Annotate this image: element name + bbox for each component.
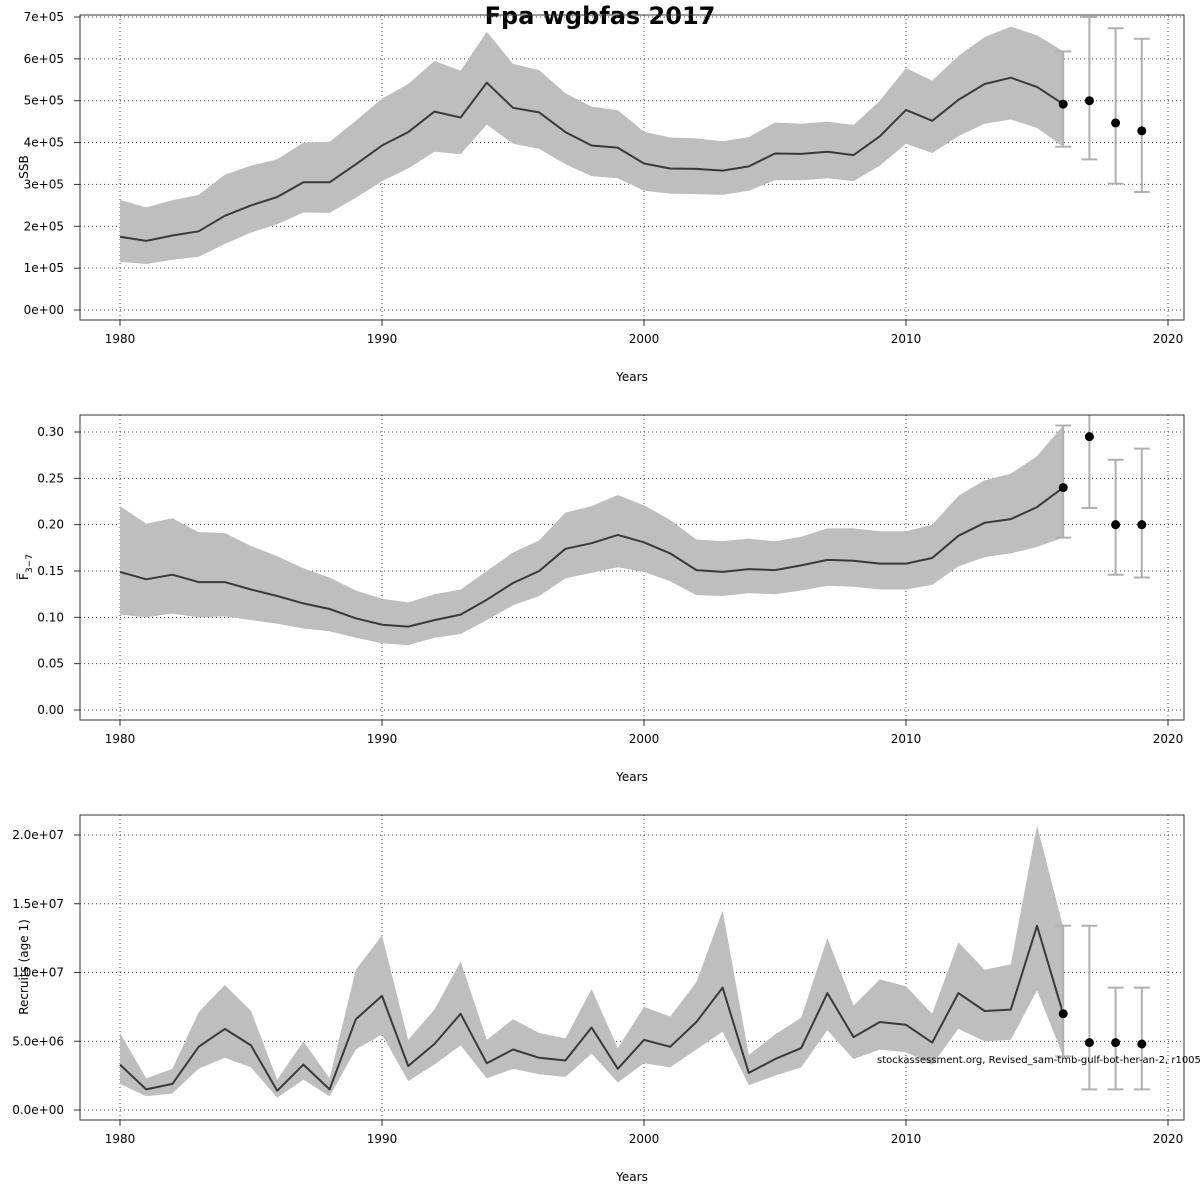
y-tick-label: 7e+05 — [24, 10, 64, 24]
y-tick-label: 0.25 — [37, 471, 64, 485]
forecast-point — [1137, 520, 1147, 530]
forecast-point — [1084, 1038, 1094, 1048]
y-tick-label: 5.0e+06 — [12, 1034, 64, 1048]
x-tick-label: 1980 — [105, 1132, 136, 1146]
y-tick-label: 2e+05 — [24, 219, 64, 233]
forecast-error-bar — [1107, 458, 1124, 576]
y-tick-label: 1.0e+07 — [12, 966, 64, 980]
x-tick-label: 2000 — [629, 332, 660, 346]
x-tick-label: 2020 — [1153, 1132, 1184, 1146]
y-tick-label: 1e+05 — [24, 261, 64, 275]
forecast-error-bar — [1081, 415, 1098, 509]
x-tick-label: 2020 — [1153, 732, 1184, 746]
forecast-error-bar — [1081, 924, 1098, 1091]
forecast-point — [1111, 1038, 1121, 1048]
forecast-error-bar — [1133, 37, 1150, 193]
x-tick-label: 1990 — [367, 1132, 398, 1146]
confidence-band — [120, 825, 1064, 1098]
forecast-error-bar — [1055, 50, 1072, 148]
forecast-point — [1137, 1039, 1147, 1049]
y-axis-label: Recruits (age 1) — [17, 919, 31, 1015]
y-tick-label: 2.0e+07 — [12, 828, 64, 842]
forecast-point — [1111, 520, 1121, 530]
x-axis-label: Years — [615, 370, 648, 384]
y-tick-label: 3e+05 — [24, 177, 64, 191]
credit-text: stockassessment.org, Revised_sam-tmb-gul… — [877, 1055, 1200, 1066]
x-tick-label: 2010 — [891, 1132, 922, 1146]
x-tick-label: 2020 — [1153, 332, 1184, 346]
panel-2: 0.00 0.05 0.10 0.15 0.20 0.25 0.30 1980 1990 2000… — [16, 414, 1185, 784]
x-tick-label: 1980 — [105, 332, 136, 346]
forecast-error-bar — [1133, 447, 1150, 579]
y-tick-label: 4e+05 — [24, 136, 64, 150]
forecast-error-bar — [1055, 424, 1072, 539]
x-tick-label: 2000 — [629, 732, 660, 746]
forecast-point — [1058, 1009, 1068, 1019]
forecast-point — [1137, 126, 1147, 136]
x-axis-label: Years — [615, 1170, 648, 1184]
panel-3: 0.0e+00 5.0e+06 1.0e+07 1.5e+07 2.0e+07 1980 1… — [12, 814, 1185, 1184]
estimate-line — [119, 924, 1065, 1092]
y-tick-label: 5e+05 — [24, 94, 64, 108]
plot-frame — [79, 14, 1185, 321]
forecast-error-bar — [1055, 924, 1072, 1058]
y-tick-label: 0.30 — [37, 425, 64, 439]
y-tick-label: 0.15 — [37, 564, 64, 578]
y-tick-label: 0.20 — [37, 518, 64, 532]
confidence-band — [120, 425, 1064, 646]
x-axis-label: Years — [615, 770, 648, 784]
x-tick-label: 2010 — [891, 732, 922, 746]
estimate-line — [119, 486, 1064, 628]
y-tick-label: 1.5e+07 — [12, 897, 64, 911]
figure-title: Fpa wgbfas 2017 — [485, 2, 716, 30]
forecast-point — [1058, 99, 1068, 109]
y-tick-label: 6e+05 — [24, 52, 64, 66]
y-axis-label: F̅3−7 — [16, 554, 35, 580]
x-tick-label: 1990 — [367, 332, 398, 346]
y-tick-label: 0.05 — [37, 657, 64, 671]
panel-1: 0e+00 1e+05 2e+05 3e+05 4e+05 5e+05 6e+05 7e+05… — [17, 10, 1185, 384]
x-tick-label: 2010 — [891, 332, 922, 346]
x-tick-label: 1980 — [105, 732, 136, 746]
forecast-error-bar — [1081, 16, 1098, 161]
forecast-point — [1058, 483, 1068, 493]
forecast-point — [1084, 96, 1094, 106]
y-tick-label: 0.10 — [37, 610, 64, 624]
estimate-line — [119, 76, 1064, 242]
plot-frame — [79, 414, 1185, 721]
forecast-point — [1084, 432, 1094, 442]
y-axis-label: SSB — [17, 155, 31, 178]
y-tick-label: 0.0e+00 — [12, 1103, 64, 1117]
forecast-point — [1111, 118, 1121, 128]
plot-frame — [79, 814, 1185, 1121]
y-tick-label: 0.00 — [37, 703, 64, 717]
forecast-error-bar — [1107, 27, 1124, 185]
x-tick-label: 1990 — [367, 732, 398, 746]
x-tick-label: 2000 — [629, 1132, 660, 1146]
y-tick-label: 0e+00 — [24, 303, 64, 317]
panels: 0e+00 1e+05 2e+05 3e+05 4e+05 5e+05 6e+05 7e+05… — [12, 10, 1200, 1184]
forecast-error-bar — [1133, 986, 1150, 1091]
